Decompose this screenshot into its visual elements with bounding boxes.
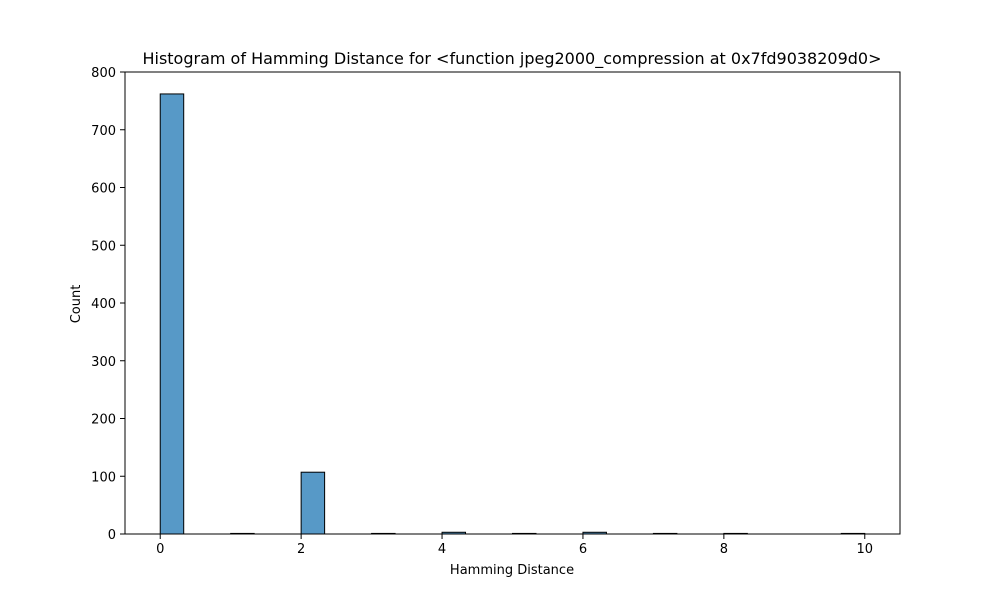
y-tick-label: 0 [108, 528, 116, 543]
y-tick-label: 800 [91, 66, 116, 81]
y-tick-label: 200 [91, 413, 116, 428]
plot-frame [124, 71, 901, 535]
x-axis-label: Hamming Distance [450, 563, 574, 578]
bars-layer [159, 93, 866, 535]
y-tick-label: 400 [91, 297, 116, 312]
x-tick-label: 6 [579, 542, 587, 557]
y-tick-label: 600 [91, 182, 116, 197]
y-tick-label: 300 [91, 355, 116, 370]
x-tick-label: 8 [720, 542, 728, 557]
x-tick-label: 2 [297, 542, 305, 557]
y-axis-label: Count [69, 285, 84, 324]
y-tick-label: 500 [91, 239, 116, 254]
x-tick-label: 10 [856, 542, 873, 557]
histogram-bar-0 [159, 93, 185, 535]
x-tick-label: 0 [156, 542, 164, 557]
histogram-bar-2 [300, 471, 326, 535]
y-tick-label: 700 [91, 124, 116, 139]
x-tick-label: 4 [438, 542, 446, 557]
chart-title: Histogram of Hamming Distance for <funct… [142, 49, 881, 69]
y-tick-label: 100 [91, 470, 116, 485]
